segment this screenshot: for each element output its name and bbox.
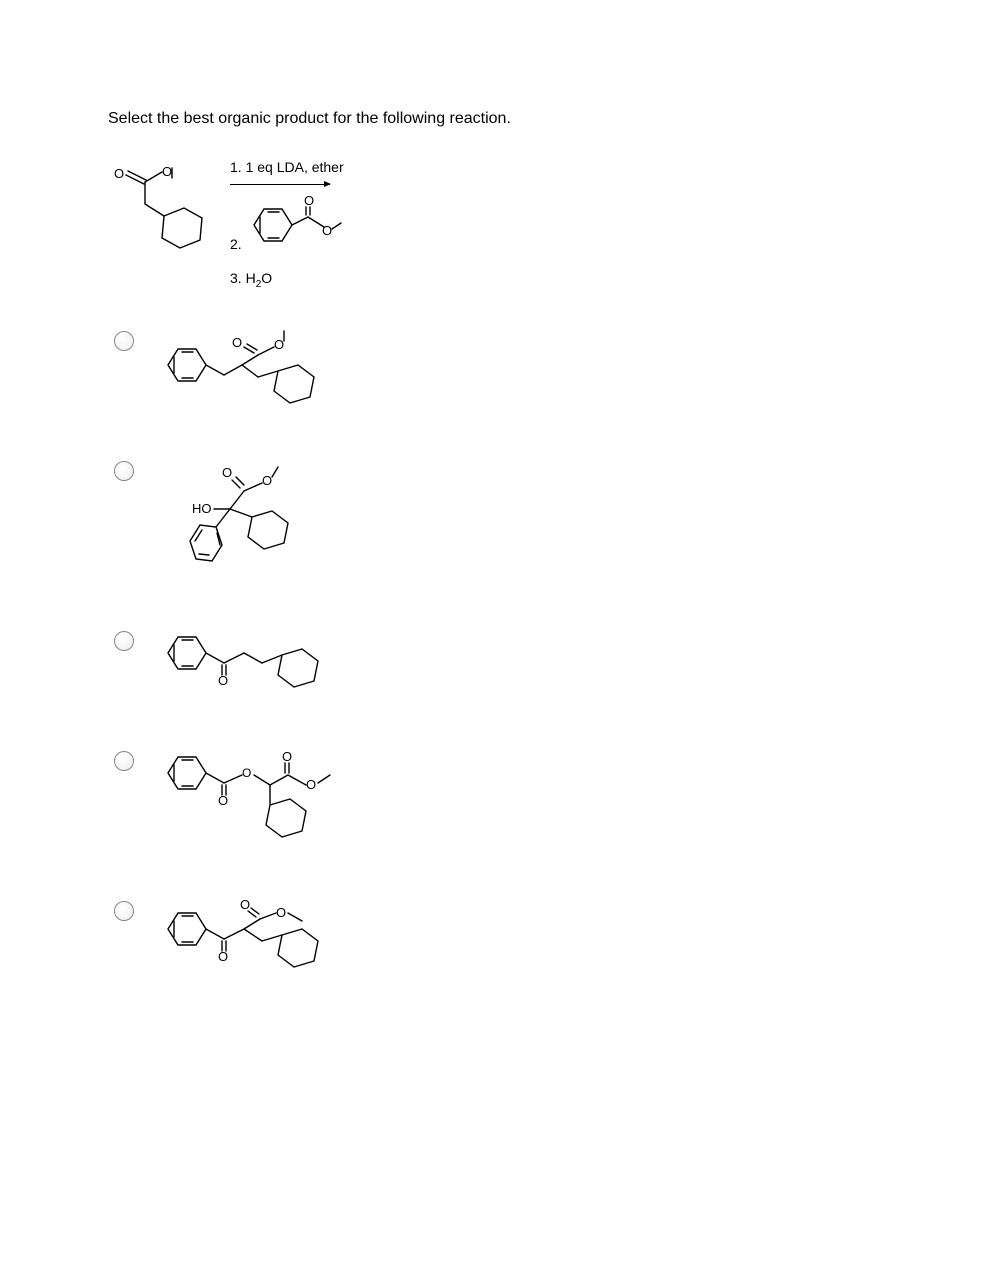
reagent-methyl-benzoate: O O — [248, 195, 343, 255]
question-text: Select the best organic product for the … — [108, 110, 989, 128]
svg-text:O: O — [162, 164, 172, 179]
option-5-structure: O O O — [162, 895, 382, 1015]
svg-text:O: O — [306, 777, 316, 792]
option-4-structure: O O O O — [162, 745, 382, 875]
option-1-structure: O O — [162, 325, 352, 435]
reaction-conditions: 1. 1 eq LDA, ether 2. O — [224, 158, 344, 291]
svg-text:O: O — [276, 905, 286, 920]
svg-text:O: O — [240, 897, 250, 912]
option-3[interactable]: O — [114, 625, 989, 725]
svg-text:O: O — [114, 166, 124, 181]
reaction-scheme: O O 1. 1 eq LDA, ether — [114, 158, 989, 291]
svg-text:O: O — [322, 223, 332, 238]
svg-text:O: O — [242, 766, 251, 780]
option-2[interactable]: HO O O — [114, 455, 989, 605]
svg-text:O: O — [262, 473, 272, 488]
radio-button[interactable] — [114, 331, 134, 351]
condition-step-2: 2. O — [230, 195, 344, 255]
condition-step-1: 1. 1 eq LDA, ether — [230, 158, 344, 178]
radio-button[interactable] — [114, 461, 134, 481]
radio-button[interactable] — [114, 901, 134, 921]
option-5[interactable]: O O O — [114, 895, 989, 1015]
reaction-arrow — [230, 184, 330, 185]
svg-text:O: O — [282, 749, 292, 764]
svg-text:O: O — [304, 195, 314, 208]
svg-text:O: O — [222, 465, 232, 480]
condition-step-3: 3. H2O — [230, 269, 344, 292]
step2-number: 2. — [230, 235, 242, 255]
svg-text:HO: HO — [192, 501, 212, 516]
reactant-structure: O O — [114, 158, 224, 282]
svg-text:O: O — [232, 335, 242, 350]
option-2-structure: HO O O — [162, 455, 342, 605]
radio-button[interactable] — [114, 751, 134, 771]
option-1[interactable]: O O — [114, 325, 989, 435]
option-4[interactable]: O O O O — [114, 745, 989, 875]
option-3-structure: O — [162, 625, 362, 725]
radio-button[interactable] — [114, 631, 134, 651]
svg-text:O: O — [274, 337, 284, 352]
answer-options: O O — [114, 325, 989, 1015]
